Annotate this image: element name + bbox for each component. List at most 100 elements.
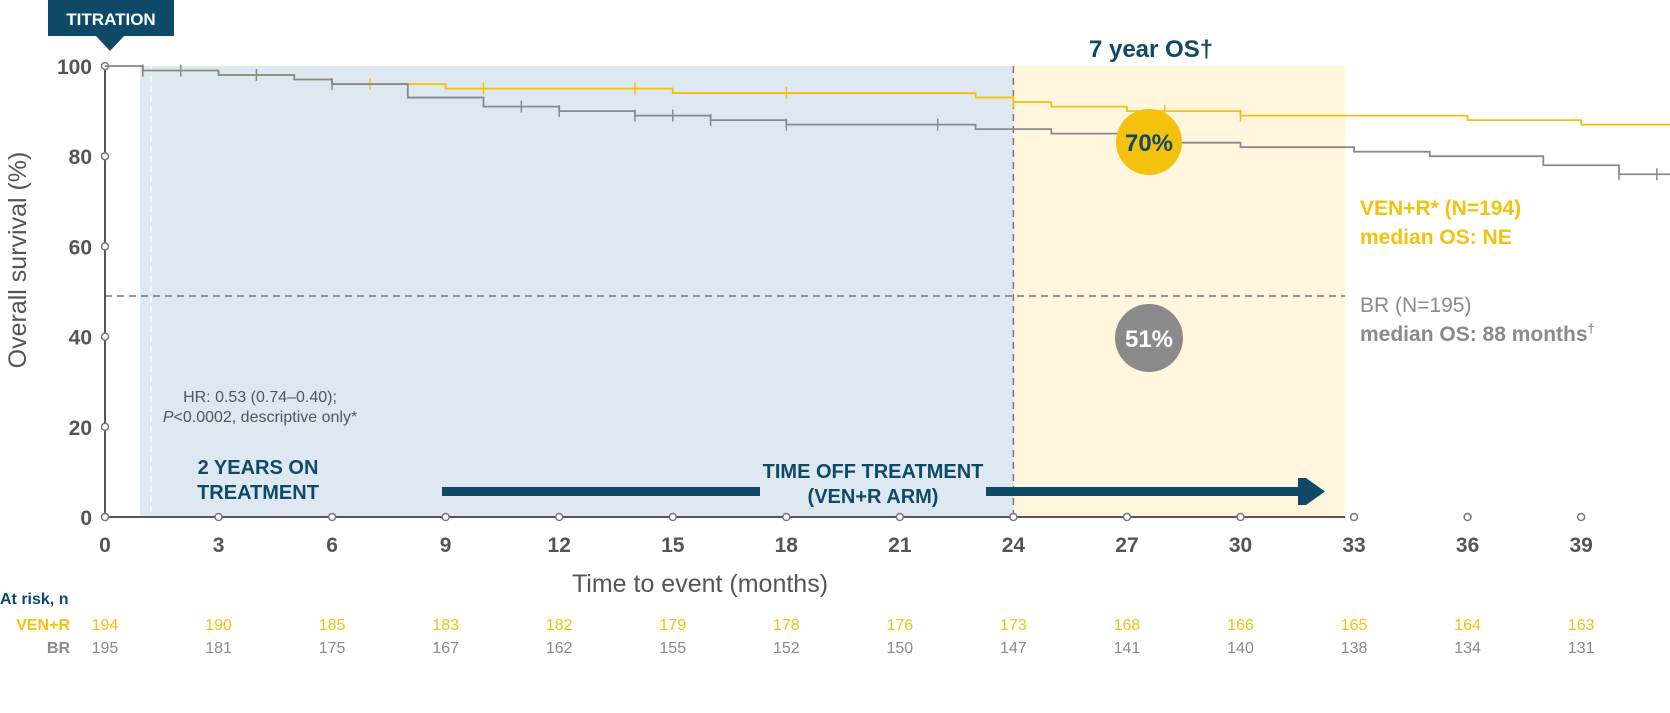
- at-risk-br-value: 140: [1227, 640, 1254, 657]
- x-tick-marker: [1463, 512, 1472, 522]
- axes: 0204060801000369121518212427303336394245…: [57, 56, 1593, 557]
- legend-ven-name: VEN+R* (N=194): [1360, 197, 1521, 220]
- x-tick-label: 12: [548, 534, 571, 557]
- x-tick-marker: [668, 512, 677, 522]
- at-risk-table: At risk, n VEN+R BR 194 190 185 183 182 179 17…: [0, 591, 1595, 657]
- at-risk-ven-value: 173: [1000, 617, 1027, 634]
- x-tick-label: 36: [1456, 534, 1479, 557]
- seven-year-os-label: 7 year OS†: [1089, 36, 1213, 63]
- hazard-ratio-line1: HR: 0.53 (0.74–0.40);: [183, 389, 337, 406]
- ven-percent-label: 70%: [1125, 130, 1173, 157]
- x-tick-label: 15: [661, 534, 685, 557]
- at-risk-ven-values: 194 190 185 183 182 179 178 176 173 168 166 165 164 1…: [92, 617, 1595, 634]
- x-tick-marker: [1236, 512, 1245, 522]
- legend: VEN+R* (N=194) median OS: NE BR (N=195) …: [1360, 197, 1595, 346]
- at-risk-ven-value: 194: [92, 617, 119, 634]
- legend-ven-median: median OS: NE: [1360, 226, 1512, 249]
- at-risk-br-value: 141: [1114, 640, 1141, 657]
- y-tick-marker: [100, 242, 110, 251]
- on-treatment-region: [139, 66, 1014, 517]
- shaded-regions: [139, 66, 1345, 517]
- x-tick-marker: [1122, 512, 1132, 522]
- x-tick-label: 24: [1002, 534, 1026, 557]
- x-tick-marker: [327, 512, 337, 522]
- y-tick-marker: [100, 422, 110, 432]
- at-risk-ven-value: 165: [1341, 617, 1368, 634]
- at-risk-br-value: 152: [773, 640, 800, 657]
- x-tick-label: 9: [440, 534, 452, 557]
- at-risk-ven-value: 183: [432, 617, 459, 634]
- x-tick-label: 0: [99, 534, 111, 557]
- at-risk-br-value: 195: [92, 640, 119, 657]
- y-tick-marker: [100, 151, 110, 161]
- x-tick-label: 3: [213, 534, 225, 557]
- survival-curve-venr: [105, 65, 1670, 126]
- reference-lines: [105, 66, 1345, 517]
- y-tick-label: 40: [69, 327, 92, 350]
- br-percent-label: 51%: [1125, 326, 1173, 353]
- x-tick-marker: [441, 512, 450, 522]
- titration-badge-pointer: [96, 36, 124, 51]
- at-risk-ven-value: 190: [205, 617, 232, 634]
- titration-badge: TITRATION: [48, 0, 174, 51]
- x-tick-marker: [1009, 512, 1018, 522]
- at-risk-ven-value: 176: [886, 617, 913, 634]
- at-risk-br-value: 181: [205, 640, 232, 657]
- x-tick-label: 27: [1115, 534, 1138, 557]
- at-risk-br-value: 155: [659, 640, 686, 657]
- at-risk-br-value: 175: [319, 640, 346, 657]
- x-tick-marker: [100, 512, 110, 522]
- off-treatment-line2: (VEN+R ARM): [808, 486, 939, 508]
- at-risk-br-value: 131: [1568, 640, 1595, 657]
- arrow-shaft-right: [986, 487, 1300, 496]
- x-axis-title: Time to event (months): [572, 570, 828, 598]
- y-tick-label: 60: [69, 236, 92, 259]
- x-tick-marker: [782, 512, 791, 522]
- legend-br-median: median OS: 88 months†: [1360, 321, 1595, 346]
- y-tick-label: 0: [80, 507, 92, 530]
- x-tick-marker: [554, 512, 564, 522]
- off-treatment-arrow: [442, 478, 1325, 505]
- x-tick-marker: [214, 512, 223, 522]
- at-risk-ven-value: 182: [546, 617, 573, 634]
- at-risk-br-values: 195 181 175 167 162 155 152 150 147 141 140 138 134 1…: [92, 640, 1595, 657]
- x-tick-marker: [895, 512, 905, 522]
- x-tick-label: 18: [775, 534, 799, 557]
- at-risk-br-value: 134: [1454, 640, 1481, 657]
- on-treatment-line1: 2 YEARS ON: [198, 457, 319, 479]
- on-treatment-line2: TREATMENT: [197, 482, 319, 504]
- at-risk-ven-value: 166: [1227, 617, 1254, 634]
- at-risk-br-value: 150: [886, 640, 913, 657]
- x-tick-marker: [1349, 512, 1359, 522]
- at-risk-ven-value: 163: [1568, 617, 1595, 634]
- y-tick-label: 20: [69, 417, 92, 440]
- at-risk-ven-label: VEN+R: [16, 617, 70, 634]
- at-risk-ven-value: 178: [773, 617, 800, 634]
- at-risk-br-value: 162: [546, 640, 573, 657]
- survival-curve-br: [105, 65, 1670, 176]
- off-treatment-line1: TIME OFF TREATMENT: [763, 461, 984, 483]
- at-risk-br-label: BR: [47, 640, 71, 657]
- at-risk-ven-value: 179: [659, 617, 686, 634]
- titration-badge-box: [48, 0, 174, 36]
- x-tick-label: 30: [1229, 534, 1252, 557]
- arrow-head: [1298, 478, 1325, 505]
- survival-curves: [105, 64, 1670, 181]
- hazard-ratio-line2: P<0.0002, descriptive only*: [163, 409, 357, 426]
- x-tick-label: 6: [326, 534, 338, 557]
- at-risk-br-value: 167: [432, 640, 459, 657]
- ven-percent-badge: [1116, 109, 1182, 175]
- at-risk-ven-value: 164: [1454, 617, 1481, 634]
- annotations: 7 year OS† 70% 51% HR: 0.53 (0.74–0.40);…: [163, 36, 1213, 508]
- at-risk-br-value: 147: [1000, 640, 1027, 657]
- arrow-shaft-left: [442, 487, 760, 496]
- at-risk-br-value: 138: [1341, 640, 1368, 657]
- at-risk-ven-value: 168: [1114, 617, 1141, 634]
- br-percent-badge: [1115, 304, 1183, 372]
- y-tick-label: 100: [57, 56, 92, 79]
- x-tick-label: 33: [1342, 534, 1365, 557]
- x-tick-label: 39: [1569, 534, 1592, 557]
- at-risk-header: At risk, n: [0, 591, 68, 608]
- y-tick-marker: [100, 332, 110, 341]
